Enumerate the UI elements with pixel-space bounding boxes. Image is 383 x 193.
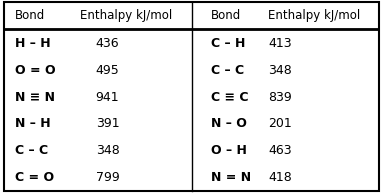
Text: N = N: N = N bbox=[211, 171, 251, 184]
Text: C ≡ C: C ≡ C bbox=[211, 91, 248, 104]
Text: 348: 348 bbox=[96, 144, 119, 157]
Text: 201: 201 bbox=[268, 117, 292, 130]
Text: 463: 463 bbox=[268, 144, 292, 157]
Text: Bond: Bond bbox=[211, 9, 241, 22]
Text: C = O: C = O bbox=[15, 171, 54, 184]
Text: 418: 418 bbox=[268, 171, 292, 184]
Text: N – O: N – O bbox=[211, 117, 247, 130]
Text: 391: 391 bbox=[96, 117, 119, 130]
Text: O – H: O – H bbox=[211, 144, 247, 157]
Text: N ≡ N: N ≡ N bbox=[15, 91, 55, 104]
Text: C – C: C – C bbox=[15, 144, 48, 157]
Text: O = O: O = O bbox=[15, 64, 56, 77]
Text: 799: 799 bbox=[96, 171, 119, 184]
Text: 413: 413 bbox=[268, 37, 292, 50]
Text: N – H: N – H bbox=[15, 117, 51, 130]
Text: Bond: Bond bbox=[15, 9, 46, 22]
Text: H – H: H – H bbox=[15, 37, 51, 50]
Text: 495: 495 bbox=[96, 64, 119, 77]
Text: 839: 839 bbox=[268, 91, 292, 104]
Text: C – H: C – H bbox=[211, 37, 245, 50]
Text: Enthalpy kJ/mol: Enthalpy kJ/mol bbox=[268, 9, 360, 22]
Text: C – C: C – C bbox=[211, 64, 244, 77]
Text: 436: 436 bbox=[96, 37, 119, 50]
Text: 348: 348 bbox=[268, 64, 292, 77]
Text: Enthalpy kJ/mol: Enthalpy kJ/mol bbox=[80, 9, 173, 22]
Text: 941: 941 bbox=[96, 91, 119, 104]
